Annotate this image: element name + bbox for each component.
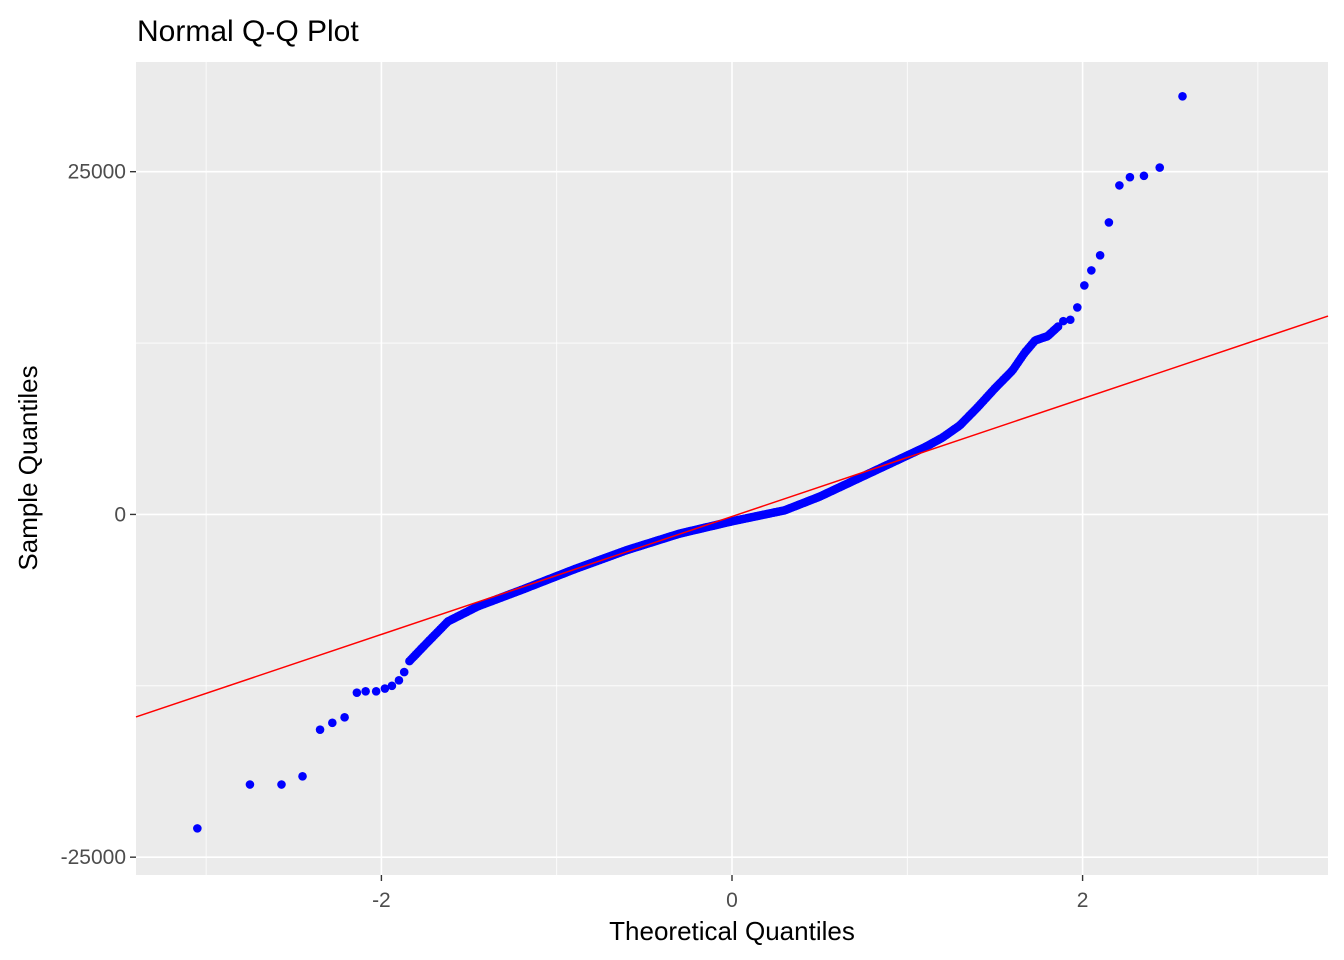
y-tick-label: 25000 (68, 161, 126, 184)
x-tick-label: 2 (1077, 889, 1089, 912)
data-point (1073, 303, 1082, 312)
data-point (1059, 316, 1068, 326)
chart-title: Normal Q-Q Plot (137, 15, 359, 48)
data-point (399, 667, 409, 677)
data-point (1155, 163, 1165, 172)
data-point (1139, 171, 1149, 181)
data-point (1115, 181, 1124, 190)
data-point (387, 681, 397, 691)
x-tick-label: 0 (726, 889, 738, 912)
x-tick-label: -2 (372, 889, 391, 912)
data-point (1053, 322, 1063, 331)
data-point (315, 725, 325, 734)
data-point (328, 718, 337, 728)
data-point (1087, 266, 1096, 275)
data-point (193, 824, 202, 833)
data-point (352, 688, 362, 697)
data-point (298, 771, 307, 781)
data-point (340, 713, 349, 722)
data-point (371, 686, 381, 696)
data-point (361, 686, 370, 696)
x-axis-title: Theoretical Quantiles (609, 916, 855, 946)
y-tick-label: -25000 (61, 846, 126, 869)
data-point (380, 684, 390, 693)
grid-lines (136, 62, 1328, 875)
reference-line (135, 315, 1329, 718)
data-point (1066, 315, 1075, 325)
data-point (1080, 281, 1089, 290)
data-point (1095, 251, 1105, 260)
data-point (394, 676, 404, 685)
data-point (245, 780, 255, 789)
y-tick-label: 0 (114, 503, 126, 526)
y-axis-title: Sample Quantiles (13, 365, 43, 570)
data-point (1104, 218, 1114, 227)
data-point (1178, 91, 1187, 101)
data-point (277, 780, 286, 789)
data-point (1125, 172, 1135, 182)
axis-ticks: -2 0 2 -25000 0 25000 (61, 161, 1089, 912)
